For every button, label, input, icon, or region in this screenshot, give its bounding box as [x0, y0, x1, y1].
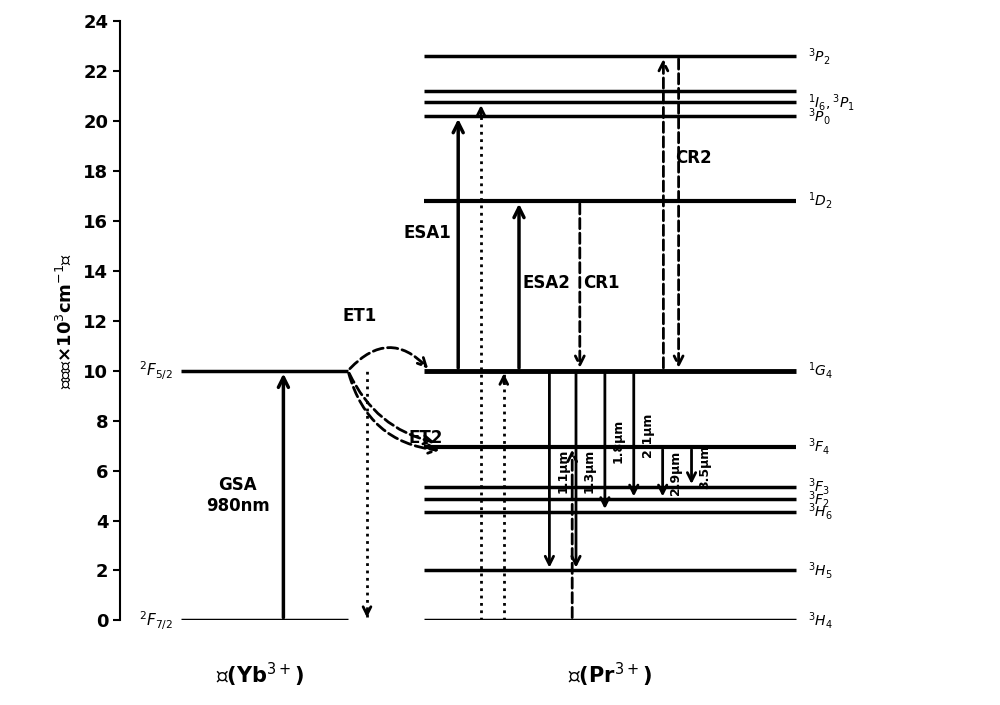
Y-axis label: 能量（×10$^3$cm$^{-1}$）: 能量（×10$^3$cm$^{-1}$） [55, 252, 75, 389]
Text: ET1: ET1 [342, 307, 377, 325]
Text: ET2: ET2 [409, 429, 443, 447]
Text: 1.3μm: 1.3μm [583, 448, 596, 493]
Text: 镖(Yb$^{3+}$): 镖(Yb$^{3+}$) [216, 661, 305, 689]
Text: CR2: CR2 [675, 149, 711, 168]
Text: $^1I_6,{}^3P_1$: $^1I_6,{}^3P_1$ [808, 92, 855, 113]
Text: 2.1μm: 2.1μm [641, 413, 654, 458]
Text: $^3H_6$: $^3H_6$ [808, 501, 832, 522]
Text: $^3H_5$: $^3H_5$ [808, 560, 832, 581]
Text: 2.9μm: 2.9μm [669, 451, 682, 495]
Text: ESA1: ESA1 [404, 224, 452, 243]
Text: $^3F_2$: $^3F_2$ [808, 489, 830, 510]
Text: $^3P_2$: $^3P_2$ [808, 46, 830, 66]
Text: $^3F_4$: $^3F_4$ [808, 436, 830, 458]
Text: $^2F_{7/2}$: $^2F_{7/2}$ [139, 609, 173, 632]
Text: CR1: CR1 [584, 274, 620, 293]
Text: 1.1μm: 1.1μm [556, 448, 569, 493]
Text: 3.5μm: 3.5μm [698, 445, 711, 489]
Text: $^3F_3$: $^3F_3$ [808, 477, 830, 497]
Text: $^3P_0$: $^3P_0$ [808, 106, 830, 126]
Text: $^1G_4$: $^1G_4$ [808, 360, 833, 381]
Text: $^3H_4$: $^3H_4$ [808, 610, 833, 631]
Text: $^1D_2$: $^1D_2$ [808, 190, 832, 212]
Text: $^2F_{5/2}$: $^2F_{5/2}$ [139, 360, 173, 382]
Text: 1.8μm: 1.8μm [612, 419, 625, 463]
Text: GSA
980nm: GSA 980nm [206, 476, 270, 515]
Text: ESA2: ESA2 [523, 274, 571, 293]
Text: 镑(Pr$^{3+}$): 镑(Pr$^{3+}$) [568, 661, 652, 689]
